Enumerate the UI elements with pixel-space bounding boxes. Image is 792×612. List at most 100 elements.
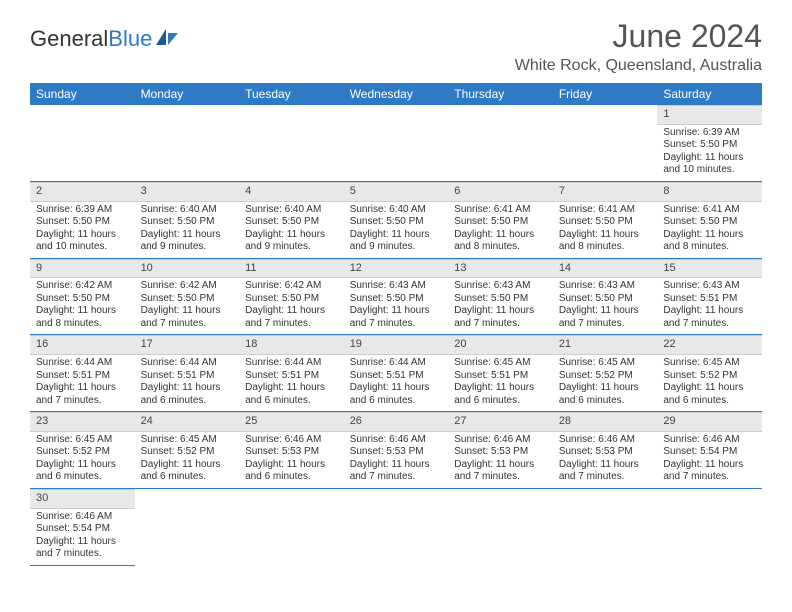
day-details: Sunrise: 6:45 AMSunset: 5:52 PMDaylight:… xyxy=(553,355,658,411)
calendar-cell: 6Sunrise: 6:41 AMSunset: 5:50 PMDaylight… xyxy=(448,181,553,258)
day-number: 19 xyxy=(344,336,449,354)
daylight-line: Daylight: 11 hours and 6 minutes. xyxy=(141,459,234,484)
daylight-line: Daylight: 11 hours and 9 minutes. xyxy=(141,229,234,254)
daylight-line: Daylight: 11 hours and 7 minutes. xyxy=(454,305,547,330)
calendar-week: 1Sunrise: 6:39 AMSunset: 5:50 PMDaylight… xyxy=(30,105,762,181)
day-number: 2 xyxy=(30,183,135,201)
sunrise-line: Sunrise: 6:44 AM xyxy=(141,357,234,370)
sunset-line: Sunset: 5:50 PM xyxy=(454,216,547,229)
sunset-line: Sunset: 5:50 PM xyxy=(559,293,652,306)
day-details: Sunrise: 6:43 AMSunset: 5:51 PMDaylight:… xyxy=(657,278,762,334)
sunrise-line: Sunrise: 6:40 AM xyxy=(350,204,443,217)
calendar-cell xyxy=(239,105,344,181)
calendar-cell: 21Sunrise: 6:45 AMSunset: 5:52 PMDayligh… xyxy=(553,335,658,412)
calendar-cell xyxy=(448,105,553,181)
sunset-line: Sunset: 5:50 PM xyxy=(141,216,234,229)
calendar-cell: 13Sunrise: 6:43 AMSunset: 5:50 PMDayligh… xyxy=(448,258,553,335)
sunset-line: Sunset: 5:51 PM xyxy=(141,370,234,383)
day-number: 21 xyxy=(553,336,658,354)
sunrise-line: Sunrise: 6:46 AM xyxy=(245,434,338,447)
calendar-cell: 16Sunrise: 6:44 AMSunset: 5:51 PMDayligh… xyxy=(30,335,135,412)
calendar-cell xyxy=(30,105,135,181)
calendar-cell: 4Sunrise: 6:40 AMSunset: 5:50 PMDaylight… xyxy=(239,181,344,258)
calendar-cell: 12Sunrise: 6:43 AMSunset: 5:50 PMDayligh… xyxy=(344,258,449,335)
sunset-line: Sunset: 5:51 PM xyxy=(663,293,756,306)
day-number: 3 xyxy=(135,183,240,201)
daylight-line: Daylight: 11 hours and 9 minutes. xyxy=(350,229,443,254)
calendar-cell: 2Sunrise: 6:39 AMSunset: 5:50 PMDaylight… xyxy=(30,181,135,258)
day-details: Sunrise: 6:41 AMSunset: 5:50 PMDaylight:… xyxy=(448,202,553,258)
sunrise-line: Sunrise: 6:39 AM xyxy=(36,204,129,217)
sunrise-line: Sunrise: 6:42 AM xyxy=(141,280,234,293)
daylight-line: Daylight: 11 hours and 7 minutes. xyxy=(245,305,338,330)
daylight-line: Daylight: 11 hours and 7 minutes. xyxy=(36,382,129,407)
calendar-week: 2Sunrise: 6:39 AMSunset: 5:50 PMDaylight… xyxy=(30,181,762,258)
sunset-line: Sunset: 5:54 PM xyxy=(36,523,129,536)
sail-icon xyxy=(154,27,180,52)
sunset-line: Sunset: 5:53 PM xyxy=(559,446,652,459)
day-details: Sunrise: 6:46 AMSunset: 5:53 PMDaylight:… xyxy=(553,432,658,488)
calendar-cell: 18Sunrise: 6:44 AMSunset: 5:51 PMDayligh… xyxy=(239,335,344,412)
calendar-week: 16Sunrise: 6:44 AMSunset: 5:51 PMDayligh… xyxy=(30,335,762,412)
day-details: Sunrise: 6:43 AMSunset: 5:50 PMDaylight:… xyxy=(344,278,449,334)
calendar-cell: 14Sunrise: 6:43 AMSunset: 5:50 PMDayligh… xyxy=(553,258,658,335)
weekday-header: Tuesday xyxy=(239,83,344,105)
weekday-header: Friday xyxy=(553,83,658,105)
calendar-table: SundayMondayTuesdayWednesdayThursdayFrid… xyxy=(30,83,762,566)
daylight-line: Daylight: 11 hours and 7 minutes. xyxy=(350,459,443,484)
daylight-line: Daylight: 11 hours and 6 minutes. xyxy=(245,459,338,484)
calendar-cell: 28Sunrise: 6:46 AMSunset: 5:53 PMDayligh… xyxy=(553,412,658,489)
sunrise-line: Sunrise: 6:44 AM xyxy=(350,357,443,370)
day-details: Sunrise: 6:44 AMSunset: 5:51 PMDaylight:… xyxy=(344,355,449,411)
day-details: Sunrise: 6:42 AMSunset: 5:50 PMDaylight:… xyxy=(30,278,135,334)
day-number: 4 xyxy=(239,183,344,201)
sunrise-line: Sunrise: 6:46 AM xyxy=(454,434,547,447)
sunset-line: Sunset: 5:51 PM xyxy=(350,370,443,383)
sunrise-line: Sunrise: 6:46 AM xyxy=(350,434,443,447)
daylight-line: Daylight: 11 hours and 6 minutes. xyxy=(663,382,756,407)
logo: GeneralBlue xyxy=(30,26,180,52)
daylight-line: Daylight: 11 hours and 9 minutes. xyxy=(245,229,338,254)
sunrise-line: Sunrise: 6:45 AM xyxy=(663,357,756,370)
daylight-line: Daylight: 11 hours and 8 minutes. xyxy=(36,305,129,330)
sunrise-line: Sunrise: 6:44 AM xyxy=(245,357,338,370)
day-number: 17 xyxy=(135,336,240,354)
daylight-line: Daylight: 11 hours and 8 minutes. xyxy=(454,229,547,254)
sunset-line: Sunset: 5:51 PM xyxy=(36,370,129,383)
day-details: Sunrise: 6:42 AMSunset: 5:50 PMDaylight:… xyxy=(135,278,240,334)
weekday-header: Monday xyxy=(135,83,240,105)
calendar-cell: 26Sunrise: 6:46 AMSunset: 5:53 PMDayligh… xyxy=(344,412,449,489)
calendar-cell xyxy=(448,488,553,565)
calendar-week: 30Sunrise: 6:46 AMSunset: 5:54 PMDayligh… xyxy=(30,488,762,565)
sunset-line: Sunset: 5:50 PM xyxy=(245,216,338,229)
day-number: 20 xyxy=(448,336,553,354)
sunset-line: Sunset: 5:53 PM xyxy=(350,446,443,459)
calendar-body: 1Sunrise: 6:39 AMSunset: 5:50 PMDaylight… xyxy=(30,105,762,565)
sunset-line: Sunset: 5:50 PM xyxy=(141,293,234,306)
calendar-cell: 20Sunrise: 6:45 AMSunset: 5:51 PMDayligh… xyxy=(448,335,553,412)
day-details: Sunrise: 6:42 AMSunset: 5:50 PMDaylight:… xyxy=(239,278,344,334)
sunset-line: Sunset: 5:50 PM xyxy=(350,293,443,306)
header: GeneralBlue June 2024 White Rock, Queens… xyxy=(30,18,762,75)
daylight-line: Daylight: 11 hours and 6 minutes. xyxy=(36,459,129,484)
month-title: June 2024 xyxy=(515,18,762,55)
sunrise-line: Sunrise: 6:43 AM xyxy=(663,280,756,293)
daylight-line: Daylight: 11 hours and 7 minutes. xyxy=(36,536,129,561)
daylight-line: Daylight: 11 hours and 6 minutes. xyxy=(245,382,338,407)
day-number: 27 xyxy=(448,413,553,431)
daylight-line: Daylight: 11 hours and 6 minutes. xyxy=(559,382,652,407)
day-number: 10 xyxy=(135,260,240,278)
daylight-line: Daylight: 11 hours and 6 minutes. xyxy=(350,382,443,407)
day-number: 9 xyxy=(30,260,135,278)
sunset-line: Sunset: 5:50 PM xyxy=(36,293,129,306)
calendar-cell xyxy=(135,105,240,181)
day-number: 13 xyxy=(448,260,553,278)
calendar-week: 9Sunrise: 6:42 AMSunset: 5:50 PMDaylight… xyxy=(30,258,762,335)
day-number: 8 xyxy=(657,183,762,201)
sunrise-line: Sunrise: 6:46 AM xyxy=(559,434,652,447)
calendar-cell: 10Sunrise: 6:42 AMSunset: 5:50 PMDayligh… xyxy=(135,258,240,335)
calendar-cell: 27Sunrise: 6:46 AMSunset: 5:53 PMDayligh… xyxy=(448,412,553,489)
sunrise-line: Sunrise: 6:39 AM xyxy=(663,127,756,140)
day-number: 18 xyxy=(239,336,344,354)
sunset-line: Sunset: 5:50 PM xyxy=(36,216,129,229)
